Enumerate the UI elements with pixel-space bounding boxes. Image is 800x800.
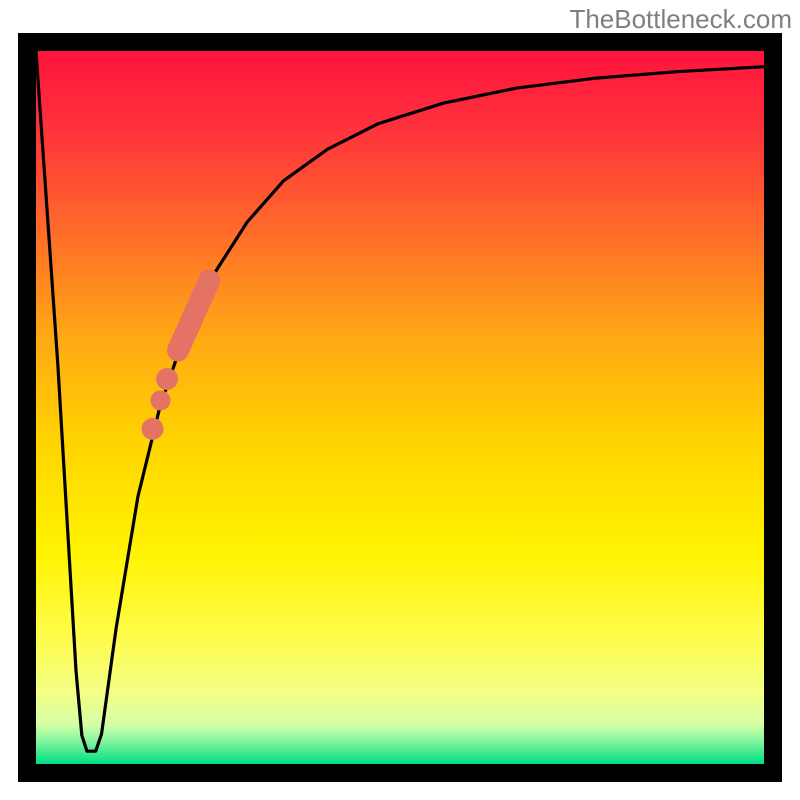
chart-background-gradient bbox=[36, 51, 764, 764]
overlay-dot bbox=[150, 390, 170, 410]
chart-container: TheBottleneck.com bbox=[0, 0, 800, 800]
watermark-text: TheBottleneck.com bbox=[569, 4, 792, 35]
overlay-dot bbox=[156, 368, 178, 390]
overlay-dot bbox=[141, 418, 163, 440]
chart-svg bbox=[0, 0, 800, 800]
